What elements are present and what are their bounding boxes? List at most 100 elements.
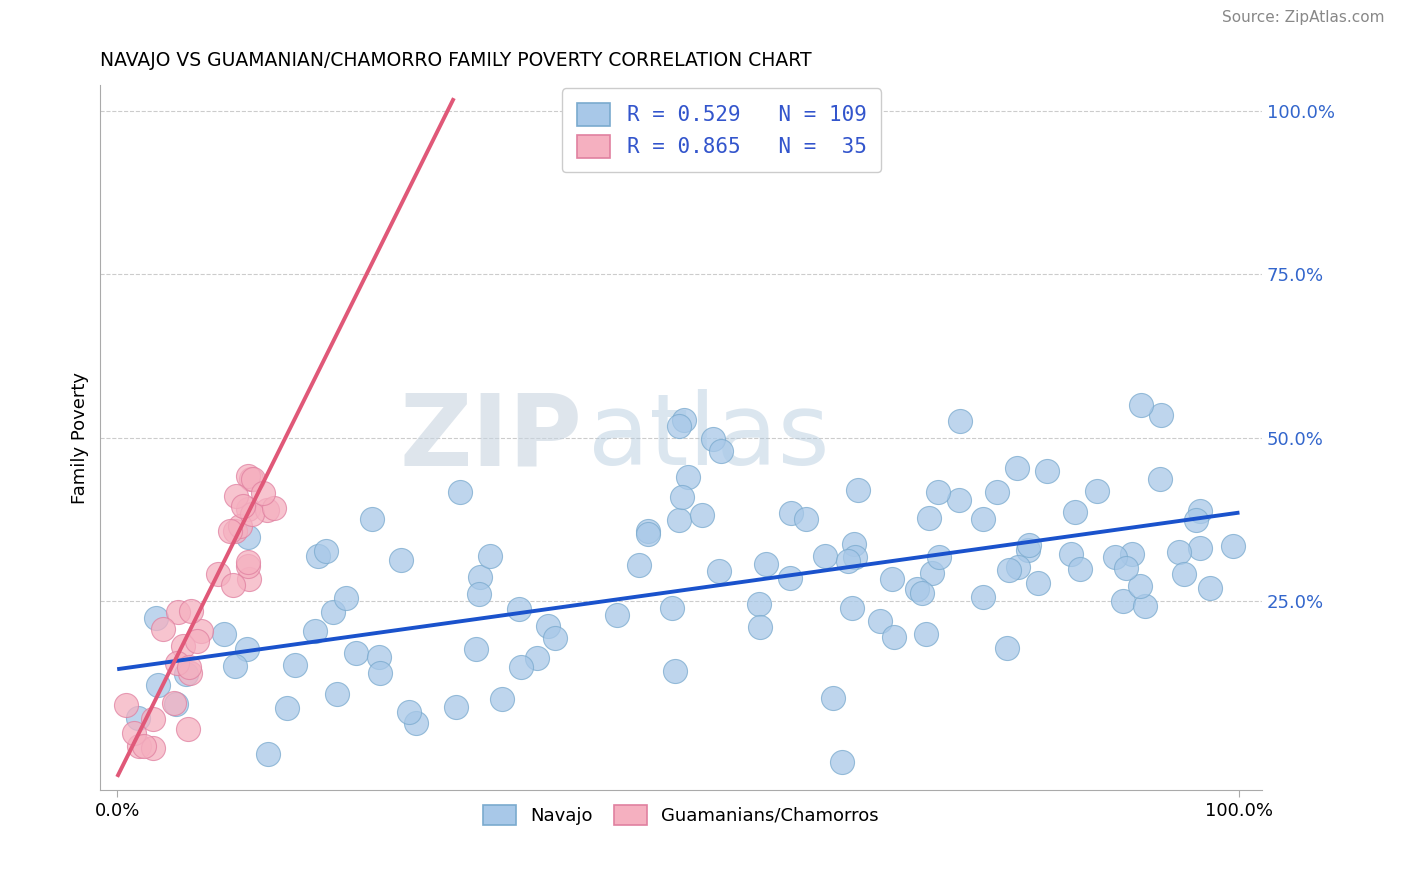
Point [606, 608, 628, 623]
Point [846, 483, 869, 497]
Point [928, 550, 950, 565]
Point [145, 610, 167, 624]
Y-axis label: Family Poverty: Family Poverty [72, 372, 89, 503]
Point [284, 657, 307, 672]
Point [914, 627, 936, 641]
Point [235, 642, 257, 657]
Point [491, 692, 513, 706]
Point [389, 552, 412, 566]
Point [163, 696, 186, 710]
Point [236, 555, 259, 569]
Point [690, 508, 713, 522]
Point [707, 564, 730, 578]
Point [837, 554, 859, 568]
Text: ZIP: ZIP [399, 389, 582, 486]
Point [257, 747, 280, 761]
Point [1189, 541, 1212, 555]
Point [986, 485, 1008, 500]
Point [794, 511, 817, 525]
Point [883, 630, 905, 644]
Point [918, 511, 941, 525]
Point [166, 656, 188, 670]
Point [671, 490, 693, 504]
Point [661, 601, 683, 615]
Point [998, 563, 1021, 577]
Point [995, 641, 1018, 656]
Point [869, 615, 891, 629]
Point [344, 646, 367, 660]
Point [1189, 504, 1212, 518]
Point [537, 619, 560, 633]
Point [905, 582, 928, 597]
Point [236, 559, 259, 574]
Point [1064, 504, 1087, 518]
Point [368, 666, 391, 681]
Point [637, 524, 659, 538]
Point [664, 664, 686, 678]
Point [1173, 567, 1195, 582]
Point [127, 711, 149, 725]
Point [152, 622, 174, 636]
Point [526, 651, 548, 665]
Point [322, 605, 344, 619]
Point [224, 658, 246, 673]
Point [177, 723, 200, 737]
Point [949, 414, 972, 428]
Point [927, 485, 949, 500]
Point [972, 591, 994, 605]
Point [238, 572, 260, 586]
Point [710, 444, 733, 458]
Point [842, 537, 865, 551]
Point [748, 620, 770, 634]
Point [165, 697, 187, 711]
Point [468, 569, 491, 583]
Point [326, 687, 349, 701]
Point [948, 492, 970, 507]
Point [219, 524, 242, 539]
Point [1222, 539, 1244, 553]
Point [186, 634, 208, 648]
Point [637, 527, 659, 541]
Point [1185, 513, 1208, 527]
Point [132, 739, 155, 753]
Point [368, 649, 391, 664]
Point [814, 549, 837, 563]
Point [1035, 464, 1057, 478]
Point [1149, 472, 1171, 486]
Point [1133, 599, 1156, 614]
Point [236, 530, 259, 544]
Point [1115, 561, 1137, 575]
Point [335, 591, 357, 606]
Point [398, 706, 420, 720]
Point [207, 567, 229, 582]
Point [921, 566, 943, 580]
Point [831, 756, 853, 770]
Point [702, 432, 724, 446]
Point [449, 484, 471, 499]
Point [224, 524, 246, 539]
Point [468, 587, 491, 601]
Point [405, 715, 427, 730]
Point [1069, 562, 1091, 576]
Point [1129, 579, 1152, 593]
Point [190, 624, 212, 639]
Point [276, 700, 298, 714]
Text: Source: ZipAtlas.com: Source: ZipAtlas.com [1222, 11, 1385, 25]
Point [911, 586, 934, 600]
Point [242, 472, 264, 486]
Point [238, 501, 260, 516]
Point [229, 519, 252, 533]
Point [128, 739, 150, 754]
Text: atlas: atlas [588, 389, 830, 486]
Point [212, 627, 235, 641]
Point [315, 544, 337, 558]
Point [668, 513, 690, 527]
Point [236, 469, 259, 483]
Point [844, 549, 866, 564]
Point [225, 489, 247, 503]
Point [177, 660, 200, 674]
Text: NAVAJO VS GUAMANIAN/CHAMORRO FAMILY POVERTY CORRELATION CHART: NAVAJO VS GUAMANIAN/CHAMORRO FAMILY POVE… [100, 51, 813, 70]
Point [1167, 545, 1189, 559]
Point [1198, 581, 1220, 595]
Point [841, 601, 863, 615]
